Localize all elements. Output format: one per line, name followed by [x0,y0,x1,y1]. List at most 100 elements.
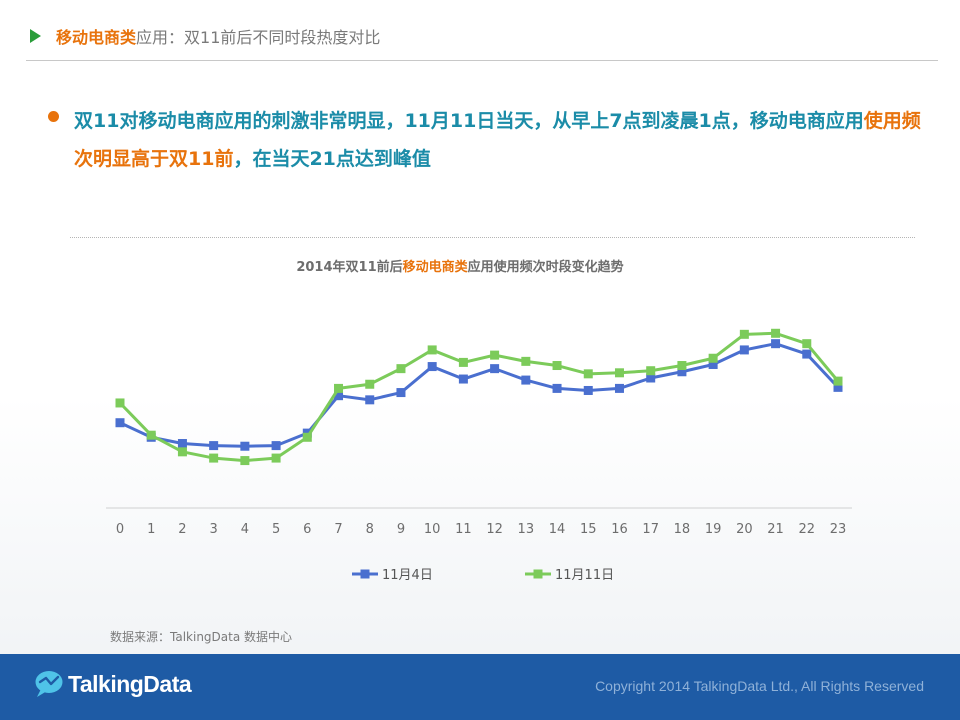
data-point [458,374,468,384]
key-point-part2: ，在当天21点达到峰值 [233,148,431,170]
data-point [521,356,531,366]
x-tick-label: 22 [799,522,816,537]
x-tick-label: 8 [366,522,374,537]
data-point [365,395,375,405]
legend-label-1: 11月11日 [555,568,614,583]
x-tick-label: 17 [642,522,659,537]
talkingdata-logo: TalkingData [34,670,192,698]
x-tick-label: 10 [424,522,441,537]
data-point [646,366,656,376]
data-point [739,329,749,339]
x-tick-label: 12 [486,522,503,537]
data-point [334,391,344,401]
logo-text: TalkingData [68,670,192,697]
header-divider [26,60,938,61]
chart-separator [70,237,915,238]
data-point [490,350,500,360]
x-tick-label: 16 [611,522,628,537]
data-point [583,385,593,395]
data-point [427,362,437,372]
data-point [427,345,437,355]
x-tick-label: 0 [116,522,124,537]
data-point [739,345,749,355]
data-point [614,368,624,378]
data-point [334,383,344,393]
data-source: 数据来源：TalkingData 数据中心 [110,630,293,644]
data-point [302,432,312,442]
chat-bubble-logo-icon [35,671,63,697]
chart-title-pre: 2014年双11前后 [296,260,403,275]
chart-title-highlight: 移动电商类 [402,260,468,275]
slide-title: 移动电商类应用：双11前后不同时段热度对比 [56,24,380,48]
x-tick-label: 5 [272,522,280,537]
data-point [271,441,281,451]
data-point [677,367,687,377]
data-point [583,369,593,379]
slide-title-highlight: 移动电商类 [56,28,137,47]
data-point [365,379,375,389]
legend-marker-1 [533,569,543,579]
x-tick-label: 13 [518,522,535,537]
data-point [802,339,812,349]
series-line-0 [119,342,840,448]
data-point [708,353,718,363]
x-tick-label: 6 [303,522,311,537]
x-tick-label: 19 [705,522,722,537]
x-tick-label: 21 [767,522,784,537]
key-point-part1: 双11对移动电商应用的刺激非常明显，11月11日当天，从早上7点到凌晨1点，移动… [74,110,864,132]
data-point [396,388,406,398]
x-tick-label: 20 [736,522,753,537]
x-tick-label: 23 [830,522,847,537]
key-point-text: 双11对移动电商应用的刺激非常明显，11月11日当天，从早上7点到凌晨1点，移动… [74,102,928,178]
data-point [115,418,125,428]
footer-bar: TalkingData Copyright 2014 TalkingData L… [0,654,960,720]
data-point [771,339,781,349]
key-point-highlight: 使用频次明显高于双11前 [74,110,921,170]
data-point [771,328,781,338]
chart-title-post: 应用使用频次时段变化趋势 [467,260,624,275]
data-point [396,364,406,374]
data-point [833,382,843,392]
data-point [240,441,250,451]
data-point [271,453,281,463]
chart-title: 2014年双11前后移动电商类应用使用频次时段变化趋势 [0,256,920,275]
slide-title-rest: 应用：双11前后不同时段热度对比 [136,28,381,47]
x-tick-label: 18 [674,522,691,537]
x-tick-label: 4 [241,522,249,537]
copyright-text: Copyright 2014 TalkingData Ltd., All Rig… [595,678,924,694]
data-point [833,376,843,386]
data-point [177,447,187,457]
x-tick-label: 7 [334,522,342,537]
data-point [490,364,500,374]
line-chart: 0 1 2 3 4 5 6 7 8 9 10 11 12 13 14 15 16 17 18 19 20 21 22 2311… [106,328,852,583]
data-point [115,398,125,408]
x-tick-label: 3 [210,522,218,537]
data-point [177,439,187,449]
data-point [521,375,531,385]
x-tick-label: 2 [178,522,186,537]
data-point [458,357,468,367]
x-tick-label: 9 [397,522,405,537]
data-point [802,349,812,359]
x-tick-label: 15 [580,522,597,537]
legend-marker-0 [360,569,370,579]
x-tick-label: 14 [549,522,566,537]
slide-header: 移动电商类应用：双11前后不同时段热度对比 [30,22,380,50]
data-point [209,441,219,451]
legend-label-0: 11月4日 [382,568,433,583]
key-point: 双11对移动电商应用的刺激非常明显，11月11日当天，从早上7点到凌晨1点，移动… [48,102,928,178]
data-point [552,361,562,371]
x-tick-label: 1 [147,522,155,537]
bullet-dot-icon [48,111,59,122]
data-point [240,456,250,466]
data-point [209,453,219,463]
data-point [677,361,687,371]
play-arrow-icon [30,29,41,43]
data-point [708,359,718,369]
data-point [146,430,156,440]
data-point [646,373,656,383]
data-point [614,383,624,393]
series-line-1 [118,331,840,463]
data-point [552,383,562,393]
x-tick-label: 11 [455,522,472,537]
